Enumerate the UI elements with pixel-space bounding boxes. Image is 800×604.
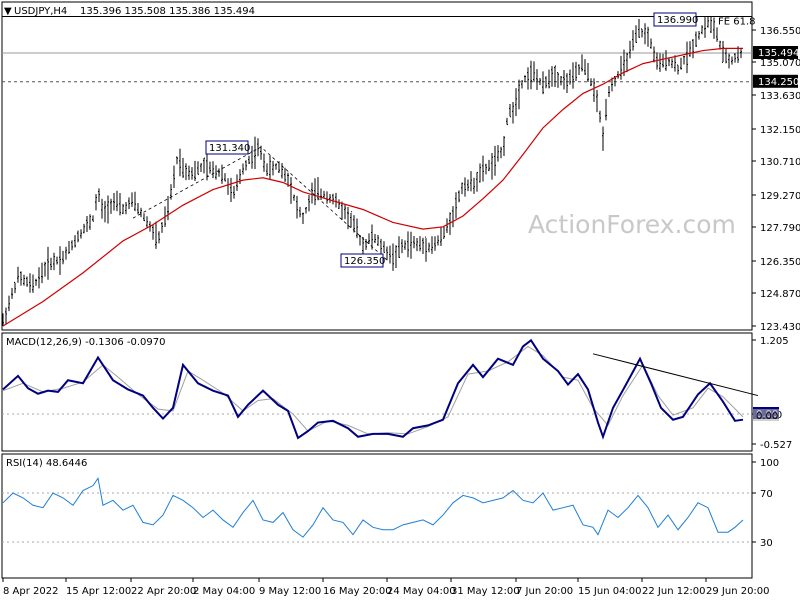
price-layer: FE 61.8 131.340 126.350 136.990: [2, 12, 756, 327]
annotation-label: 136.990: [657, 15, 698, 26]
time-tick-label: 15 Apr 12:00: [66, 586, 131, 597]
price-tick-label: 136.550: [760, 26, 800, 37]
time-tick-label: 8 Apr 2022: [3, 586, 58, 597]
time-tick-label: 7 Jun 20:00: [516, 586, 573, 597]
signal-current-label: 0.00: [756, 411, 778, 422]
price-panel-frame: [1, 1, 753, 331]
price-tick-label: 123.430: [760, 322, 800, 333]
macd-main-line: [2, 338, 744, 440]
macd-signal-line: [2, 345, 744, 435]
symbol-label: USDJPY,H4: [14, 6, 67, 17]
price-tick-label: 127.790: [760, 223, 800, 234]
price-tick-label: 135.070: [760, 58, 800, 69]
fe-label: FE 61.8: [718, 16, 756, 27]
current-price-label: 135.494: [758, 48, 799, 59]
macd-title: MACD(12,26,9) -0.1306 -0.0970: [6, 337, 166, 348]
time-tick-label: 22 Jun 12:00: [642, 586, 706, 597]
macd-trendline: [592, 353, 759, 397]
price-tick-label: 130.710: [760, 157, 800, 168]
annotation-label: 131.340: [209, 143, 250, 154]
watermark: ActionForex.com: [528, 210, 736, 239]
rsi-layer: [2, 477, 752, 543]
time-tick-label: 24 May 04:00: [387, 586, 456, 597]
current-price-badge: [753, 46, 798, 59]
price-tick-label: 132.150: [760, 125, 800, 136]
time-tick-label: 9 May 12:00: [259, 586, 321, 597]
rsi-tick-label: 100: [760, 458, 779, 469]
rsi-tick-label: 70: [760, 489, 773, 500]
price-tick-label: 129.270: [760, 191, 800, 202]
time-tick-label: 15 Jun 04:00: [578, 586, 642, 597]
support-badge-label: 134.250: [758, 77, 799, 88]
time-tick-label: 31 May 12:00: [451, 586, 520, 597]
annotation-label: 126.350: [344, 256, 385, 267]
annotation-box: [205, 140, 249, 155]
macd-layer: [2, 338, 759, 440]
support-badge: [753, 74, 798, 88]
ohlc-values: 135.396 135.508 135.386 135.494: [80, 6, 255, 17]
price-tick-label: 126.350: [760, 257, 800, 268]
rsi-line: [2, 477, 744, 538]
rsi-title: RSI(14) 48.6446: [6, 458, 87, 469]
rsi-panel-frame: [1, 453, 753, 579]
annotation-box: [340, 253, 384, 268]
rsi-tick-label: 30: [760, 538, 773, 549]
axis-layer: 136.550 135.070 133.630 132.150 130.710 129.2…: [2, 26, 800, 597]
macd-panel-frame: [1, 332, 753, 452]
moving-average-line: [2, 47, 743, 327]
time-tick-label: 22 Apr 20:00: [131, 586, 196, 597]
annotation-box: [653, 12, 697, 27]
symbol-dropdown-icon[interactable]: ▼: [4, 6, 12, 17]
price-tick-label: 124.870: [760, 289, 800, 300]
signal-current-badge: [753, 409, 779, 421]
time-tick-label: 29 Jun 20:00: [706, 586, 770, 597]
time-tick-label: 2 May 04:00: [193, 586, 255, 597]
time-tick-label: 16 May 20:00: [323, 586, 392, 597]
macd-tick-label: 1.205: [760, 336, 789, 347]
price-tick-label: 133.630: [760, 91, 800, 102]
swing-dashed-line: [132, 146, 389, 262]
macd-tick-label: -0.527: [760, 440, 792, 451]
